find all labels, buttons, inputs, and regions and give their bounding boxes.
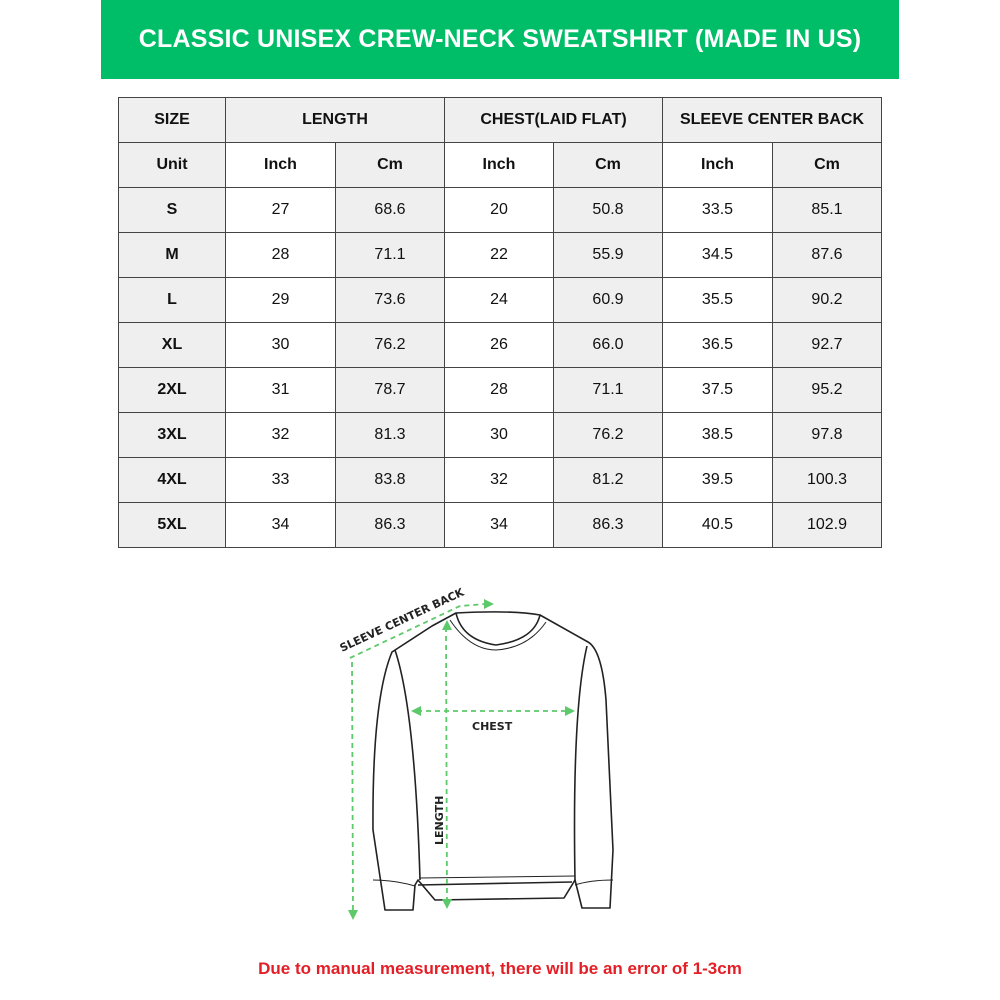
value-cell: 87.6 xyxy=(772,232,882,278)
value-cell: Cm xyxy=(772,142,882,188)
size-chart-table: SIZE LENGTH CHEST(LAID FLAT) SLEEVE CENT… xyxy=(118,97,882,548)
value-cell: 36.5 xyxy=(662,322,773,368)
value-cell: 28 xyxy=(225,232,336,278)
value-cell: 90.2 xyxy=(772,277,882,323)
measurement-note: Due to manual measurement, there will be… xyxy=(258,959,742,978)
value-cell: 32 xyxy=(444,457,554,503)
sleeve-down-arrow xyxy=(351,661,354,913)
table-row: S 27 68.6 20 50.8 33.5 85.1 xyxy=(118,187,882,233)
length-label: LENGTH xyxy=(433,796,446,845)
value-cell: 85.1 xyxy=(772,187,882,233)
arrow-heads xyxy=(348,599,575,920)
table-row: L 29 73.6 24 60.9 35.5 90.2 xyxy=(118,277,882,323)
value-cell: 81.3 xyxy=(335,412,445,458)
value-cell: 83.8 xyxy=(335,457,445,503)
value-cell: 73.6 xyxy=(335,277,445,323)
size-cell: XL xyxy=(118,322,226,368)
value-cell: 24 xyxy=(444,277,554,323)
value-cell: Inch xyxy=(662,142,773,188)
size-cell: 3XL xyxy=(118,412,226,458)
value-cell: 71.1 xyxy=(335,232,445,278)
value-cell: 102.9 xyxy=(772,502,882,548)
value-cell: 34.5 xyxy=(662,232,773,278)
value-cell: 30 xyxy=(225,322,336,368)
header-size: SIZE xyxy=(118,97,226,143)
value-cell: Inch xyxy=(444,142,554,188)
value-cell: 66.0 xyxy=(553,322,663,368)
value-cell: 68.6 xyxy=(335,187,445,233)
value-cell: 32 xyxy=(225,412,336,458)
unit-label: Unit xyxy=(118,142,226,188)
sweatshirt-outline xyxy=(372,611,614,911)
size-cell: M xyxy=(118,232,226,278)
value-cell: 20 xyxy=(444,187,554,233)
title-banner: CLASSIC UNISEX CREW-NECK SWEATSHIRT (MAD… xyxy=(101,0,899,79)
value-cell: 26 xyxy=(444,322,554,368)
length-arrow xyxy=(445,626,448,903)
sleeve-arrow xyxy=(349,603,487,659)
value-cell: 28 xyxy=(444,367,554,413)
value-cell: 33 xyxy=(225,457,336,503)
table-row: 3XL 32 81.3 30 76.2 38.5 97.8 xyxy=(118,412,882,458)
sleeve-label: SLEEVE CENTER BACK xyxy=(338,586,467,655)
value-cell: 30 xyxy=(444,412,554,458)
value-cell: 40.5 xyxy=(662,502,773,548)
value-cell: 38.5 xyxy=(662,412,773,458)
value-cell: 60.9 xyxy=(553,277,663,323)
value-cell: 76.2 xyxy=(335,322,445,368)
value-cell: 97.8 xyxy=(772,412,882,458)
size-cell: 2XL xyxy=(118,367,226,413)
table-row: 5XL 34 86.3 34 86.3 40.5 102.9 xyxy=(118,502,882,548)
size-cell: L xyxy=(118,277,226,323)
value-cell: 34 xyxy=(225,502,336,548)
value-cell: 71.1 xyxy=(553,367,663,413)
value-cell: 29 xyxy=(225,277,336,323)
value-cell: 37.5 xyxy=(662,367,773,413)
value-cell: 95.2 xyxy=(772,367,882,413)
header-length: LENGTH xyxy=(225,97,445,143)
value-cell: 55.9 xyxy=(553,232,663,278)
measurement-arrows xyxy=(349,603,569,913)
chest-label: CHEST xyxy=(472,720,513,733)
header-sleeve: SLEEVE CENTER BACK xyxy=(662,97,882,143)
value-cell: 27 xyxy=(225,187,336,233)
value-cell: 33.5 xyxy=(662,187,773,233)
unit-row: Unit Inch Cm Inch Cm Inch Cm xyxy=(118,142,882,188)
value-cell: 35.5 xyxy=(662,277,773,323)
value-cell: Cm xyxy=(335,142,445,188)
value-cell: 78.7 xyxy=(335,367,445,413)
value-cell: 50.8 xyxy=(553,187,663,233)
value-cell: 31 xyxy=(225,367,336,413)
size-cell: 4XL xyxy=(118,457,226,503)
table-row: 2XL 31 78.7 28 71.1 37.5 95.2 xyxy=(118,367,882,413)
value-cell: Inch xyxy=(225,142,336,188)
header-chest: CHEST(LAID FLAT) xyxy=(444,97,663,143)
value-cell: Cm xyxy=(553,142,663,188)
sweatshirt-diagram: SLEEVE CENTER BACK CHEST LENGTH xyxy=(338,586,614,920)
value-cell: 100.3 xyxy=(772,457,882,503)
table-row: 4XL 33 83.8 32 81.2 39.5 100.3 xyxy=(118,457,882,503)
table-row: M 28 71.1 22 55.9 34.5 87.6 xyxy=(118,232,882,278)
table-row: XL 30 76.2 26 66.0 36.5 92.7 xyxy=(118,322,882,368)
value-cell: 76.2 xyxy=(553,412,663,458)
value-cell: 92.7 xyxy=(772,322,882,368)
value-cell: 81.2 xyxy=(553,457,663,503)
value-cell: 39.5 xyxy=(662,457,773,503)
group-header-row: SIZE LENGTH CHEST(LAID FLAT) SLEEVE CENT… xyxy=(118,97,882,143)
size-cell: 5XL xyxy=(118,502,226,548)
value-cell: 22 xyxy=(444,232,554,278)
size-cell: S xyxy=(118,187,226,233)
value-cell: 34 xyxy=(444,502,554,548)
value-cell: 86.3 xyxy=(335,502,445,548)
value-cell: 86.3 xyxy=(553,502,663,548)
